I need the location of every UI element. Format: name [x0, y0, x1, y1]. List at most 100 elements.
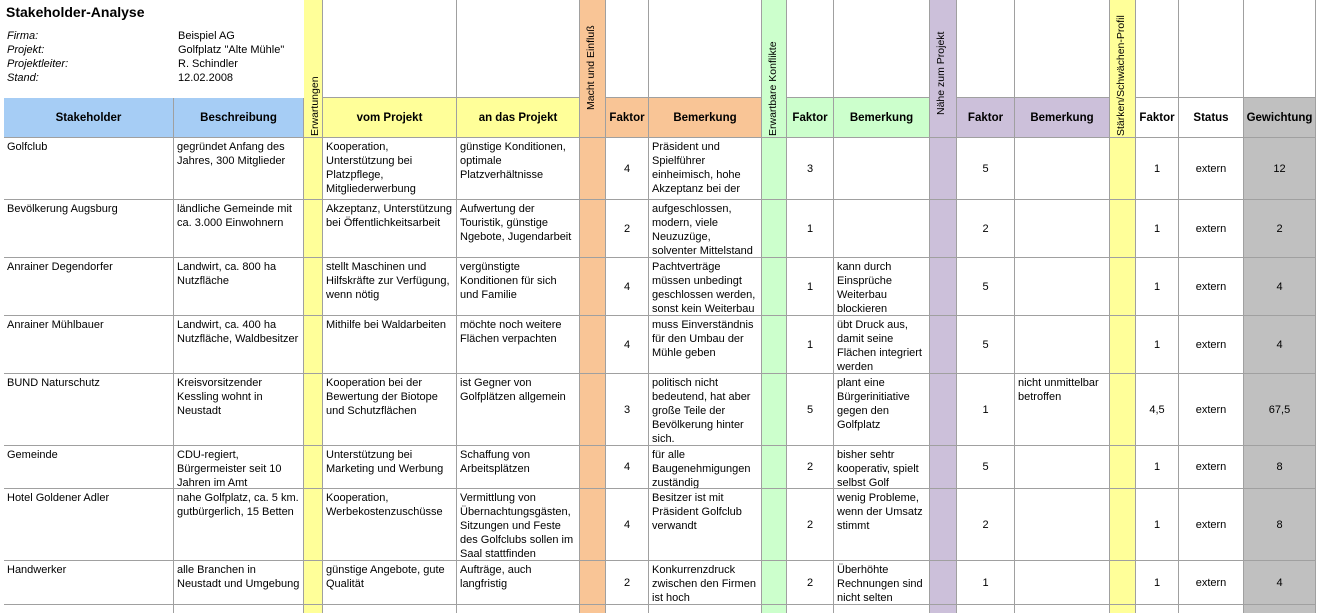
table-cell: 2	[1244, 200, 1316, 258]
table-cell: 1	[787, 258, 834, 316]
table-cell: 5	[787, 374, 834, 446]
table-cell: nicht unmittelbar betroffen	[1015, 374, 1110, 446]
table-cell: 1	[1136, 446, 1179, 489]
table-cell: extern	[1179, 489, 1244, 561]
blank-cell	[1179, 0, 1244, 98]
table-cell: Schaffung von Arbeitsplätzen	[457, 446, 580, 489]
blank-cell	[174, 605, 304, 613]
info-value: Beispiel AG	[178, 30, 235, 42]
table-cell: Präsident und Spielführer einheimisch, h…	[649, 138, 762, 200]
table-cell: 4	[606, 258, 649, 316]
blank-cell	[1015, 138, 1110, 200]
table-cell: günstige Konditionen, optimale Platzverh…	[457, 138, 580, 200]
group-column	[762, 316, 787, 374]
group-column	[1110, 605, 1136, 613]
table-cell: Handwerker	[4, 561, 174, 605]
group-column	[762, 489, 787, 561]
blank-cell	[787, 0, 834, 98]
table-cell: plant eine Bürgerinitiative gegen den Go…	[834, 374, 930, 446]
group-column	[762, 200, 787, 258]
table-cell: stellt Maschinen und Hilfskräfte zur Ver…	[323, 258, 457, 316]
blank-cell	[323, 605, 457, 613]
table-cell: 4	[606, 489, 649, 561]
table-cell: 1	[787, 200, 834, 258]
column-header: Bemerkung	[1015, 98, 1110, 138]
table-cell: 8	[1244, 489, 1316, 561]
blank-cell	[1015, 489, 1110, 561]
table-cell: nahe Golfplatz, ca. 5 km. gutbürgerlich,…	[174, 489, 304, 561]
group-column	[762, 446, 787, 489]
table-cell: vergünstigte Konditionen für sich und Fa…	[457, 258, 580, 316]
column-header: vom Projekt	[323, 98, 457, 138]
table-cell: Golfclub	[4, 138, 174, 200]
table-cell: Hotel Goldener Adler	[4, 489, 174, 561]
table-cell: 2	[957, 200, 1015, 258]
table-cell: extern	[1179, 446, 1244, 489]
group-column	[930, 258, 957, 316]
blank-cell	[1015, 561, 1110, 605]
table-cell: Kreisvorsitzender Kessling wohnt in Neus…	[174, 374, 304, 446]
group-column	[930, 374, 957, 446]
group-column	[930, 138, 957, 200]
group-column	[580, 200, 606, 258]
group-column	[930, 605, 957, 613]
group-column	[304, 200, 323, 258]
group-column	[762, 138, 787, 200]
table-cell: 2	[957, 489, 1015, 561]
blank-cell	[649, 605, 762, 613]
table-cell: gegründet Anfang des Jahres, 300 Mitglie…	[174, 138, 304, 200]
blank-cell	[834, 0, 930, 98]
group-column	[580, 258, 606, 316]
table-cell: 1	[1136, 561, 1179, 605]
blank-cell	[323, 0, 457, 98]
group-label: Nähe zum Projekt	[935, 31, 947, 115]
table-cell: extern	[1179, 374, 1244, 446]
table-cell: extern	[1179, 258, 1244, 316]
table-cell: CDU-regiert, Bürgermeister seit 10 Jahre…	[174, 446, 304, 489]
blank-cell	[606, 0, 649, 98]
column-header: Faktor	[787, 98, 834, 138]
table-cell: Kooperation, Unterstützung bei Platzpfle…	[323, 138, 457, 200]
table-cell: bisher sehtr kooperativ, spielt selbst G…	[834, 446, 930, 489]
table-cell: 2	[787, 489, 834, 561]
table-cell: Aufträge, auch langfristig	[457, 561, 580, 605]
group-column	[304, 446, 323, 489]
group-column	[930, 316, 957, 374]
info-label: Projektleiter:	[7, 58, 69, 70]
table-cell: Bevölkerung Augsburg	[4, 200, 174, 258]
group-label: Stärken/Schwächen-Profil	[1115, 15, 1127, 136]
table-cell: Anrainer Mühlbauer	[4, 316, 174, 374]
blank-cell	[606, 605, 649, 613]
table-cell: für alle Baugenehmigungen zuständig	[649, 446, 762, 489]
group-column	[1110, 489, 1136, 561]
blank-cell	[1015, 316, 1110, 374]
column-header: Bemerkung	[649, 98, 762, 138]
group-column	[580, 561, 606, 605]
table-cell: muss Einverständnis für den Umbau der Mü…	[649, 316, 762, 374]
table-cell: Aufwertung der Touristik, günstige Ngebo…	[457, 200, 580, 258]
table-cell: 4	[606, 446, 649, 489]
table-cell: Konkurrenzdruck zwischen den Firmen ist …	[649, 561, 762, 605]
table-cell: Anrainer Degendorfer	[4, 258, 174, 316]
table-cell: extern	[1179, 138, 1244, 200]
table-cell: 4	[606, 138, 649, 200]
table-cell: 12	[1244, 138, 1316, 200]
table-cell: günstige Angebote, gute Qualität	[323, 561, 457, 605]
table-cell: 5	[957, 446, 1015, 489]
group-label: Macht und Einfluß	[585, 25, 597, 110]
blank-cell	[1244, 605, 1316, 613]
table-cell: 8	[1244, 446, 1316, 489]
blank-cell	[1015, 200, 1110, 258]
group-column	[304, 561, 323, 605]
column-header: Bemerkung	[834, 98, 930, 138]
group-label: Erwartungen	[309, 76, 321, 136]
group-column	[580, 489, 606, 561]
table-cell: aufgeschlossen, modern, viele Neuzuzüge,…	[649, 200, 762, 258]
group-column	[304, 138, 323, 200]
group-column	[1110, 258, 1136, 316]
group-column	[304, 374, 323, 446]
table-cell: politisch nicht bedeutend, hat aber groß…	[649, 374, 762, 446]
table-cell: alle Branchen in Neustadt und Umgebung	[174, 561, 304, 605]
blank-cell	[957, 605, 1015, 613]
